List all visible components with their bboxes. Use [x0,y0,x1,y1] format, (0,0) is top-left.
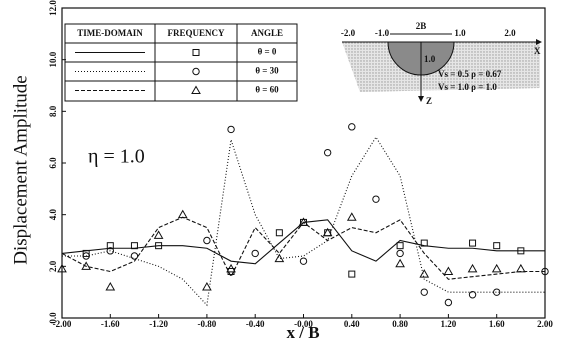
data-point [203,236,211,245]
data-point [274,253,285,263]
y-tick-label: 4.0 [48,209,58,221]
legend-label: θ = 30 [255,66,279,76]
data-point [251,249,259,258]
x-tick-label: -0.40 [246,319,265,329]
data-point [348,123,356,131]
data-point [346,212,357,221]
data-point [443,266,454,275]
y-tick-label: 2.0 [48,260,58,272]
inset-diagram: -2.0 -1.0 1.0 2.0 2B X Z 1.0 Vs = 0.5 ρ … [341,21,542,106]
data-point [469,239,477,247]
data-point [57,263,67,273]
x-tick-label: 2.00 [537,319,553,329]
data-point [130,242,138,250]
data-point [323,148,332,157]
data-point [202,281,212,291]
data-point [467,263,478,273]
x-tick-label: -2.00 [53,319,72,329]
data-point [226,263,236,273]
x-tick-label: 0.80 [392,319,408,329]
data-point [298,217,309,226]
y-tick-label: 12.0 [48,0,58,16]
data-point [275,229,283,237]
data-point [322,227,333,237]
x-tick-label: -1.60 [101,319,120,329]
inset-label: -1.0 [375,28,390,38]
data-point [82,252,90,260]
inset-label: 2B [416,21,427,31]
data-point [177,209,188,219]
legend-marker [191,85,201,94]
data-point [420,288,428,296]
x-axis-title: x / B [286,323,319,342]
y-axis-title: Displacement Amplitude [10,75,31,264]
data-point [130,252,139,260]
data-point [515,263,526,273]
legend-label: θ = 60 [255,85,279,95]
inset-label: Vs = 0.5 ρ = 0.67 [438,69,502,79]
legend-header: ANGLE [251,28,283,38]
data-point [395,258,405,268]
data-point [419,269,430,278]
legend-marker [192,49,200,56]
data-point [420,239,428,247]
data-point [493,242,501,250]
inset-label: Z [426,96,432,106]
y-tick-label: 0.0 [48,312,58,324]
series-line [61,219,545,265]
data-point [396,242,404,250]
inset-label: -2.0 [341,28,356,38]
data-point [81,261,92,270]
inset-label: 1.0 [424,54,436,64]
y-tick-label: 10.0 [48,51,58,67]
y-tick-label: 8.0 [48,105,58,117]
series-line [61,216,545,280]
x-tick-label: -0.00 [294,319,313,329]
x-tick-label: 0.40 [344,319,360,329]
arrow [536,39,542,45]
legend [64,23,298,102]
data-point [491,263,502,273]
x-tick-label: -0.80 [198,319,217,329]
data-point [372,195,380,203]
data-point [106,242,114,250]
x-tick-label: -1.20 [149,319,168,329]
data-point [227,125,235,134]
legend-header: TIME-DOMAIN [77,28,143,38]
legend-marker [192,67,200,76]
data-point [299,257,308,265]
arrow [418,96,424,102]
data-point [493,288,501,296]
data-point [517,247,525,255]
data-point [106,247,115,255]
data-point [468,291,477,299]
annotation: η = 1.0 [88,146,145,168]
inset-label: Vs = 1.0 ρ = 1.0 [438,82,497,92]
x-tick-label: 1.20 [441,319,457,329]
legend-label: θ = 0 [258,47,277,57]
data-point [105,281,116,291]
x-tick-label: 1.60 [489,319,505,329]
data-point [444,298,453,307]
inset-label: 2.0 [504,28,516,38]
data-point [396,249,404,258]
data-point [348,270,356,278]
y-tick-label: 6.0 [48,157,58,169]
data-point [153,230,164,239]
legend-header: FREQUENCY [167,28,225,38]
data-point [155,242,163,250]
inset-label: X [534,46,541,56]
inset-label: 1.0 [454,28,466,38]
